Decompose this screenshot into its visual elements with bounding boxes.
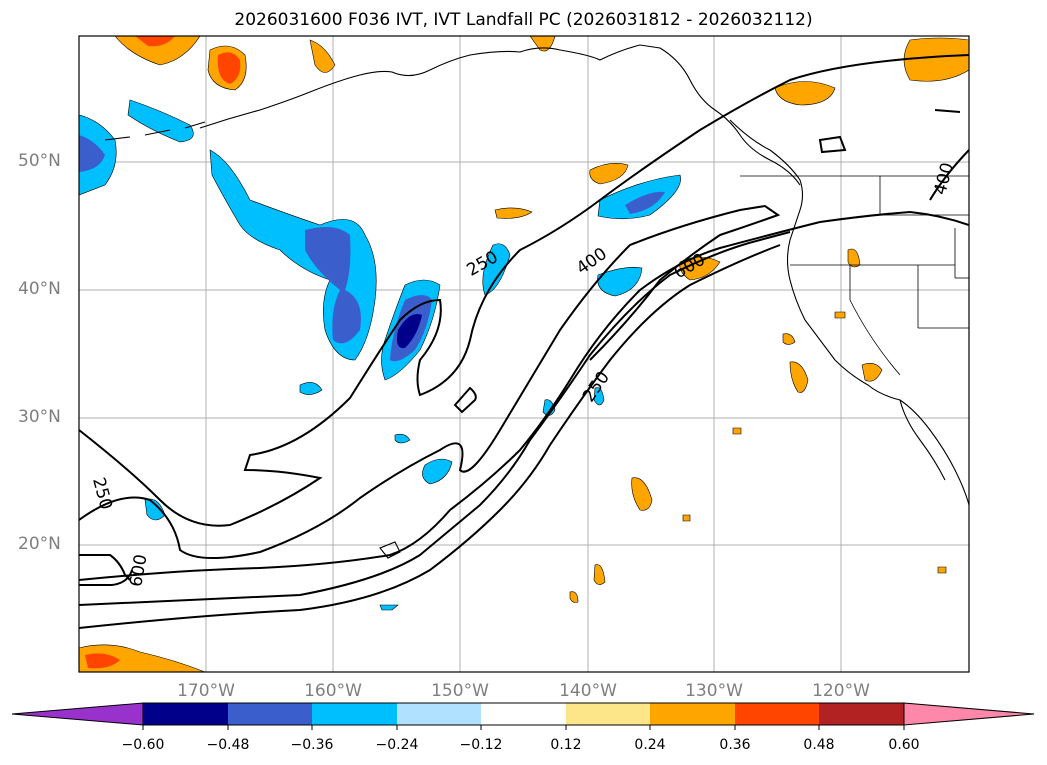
orange-region-nw2-core: [217, 52, 241, 84]
contour-600-b: [79, 244, 781, 629]
contour-250-inner: [79, 210, 969, 581]
blue-region-gulf-core: [625, 191, 665, 214]
orange-region-s2: [593, 564, 606, 585]
blue-region-north: [127, 99, 194, 143]
orange-region-ne: [903, 37, 969, 82]
ivt-map: 250 400 600 250 250 600 400: [78, 35, 970, 673]
coastlines: [104, 44, 969, 559]
contour-400-label-line: [929, 149, 969, 201]
colorbar-seg-2: [228, 703, 312, 725]
orange-region-nw: [114, 36, 201, 66]
colorbar-tick-9: 0.48: [803, 737, 835, 753]
map-title: 2026031600 F036 IVT, IVT Landfall PC (20…: [234, 10, 813, 30]
contour-400-west: [79, 554, 131, 581]
contour-250-outer: [79, 54, 969, 527]
blue-region-small1: [299, 382, 323, 395]
blue-region-west-core: [79, 135, 105, 172]
blue-region-gulf: [597, 174, 681, 220]
negative-pc-regions: [79, 99, 681, 611]
contour-600-west: [79, 569, 133, 586]
colorbar-seg-7: [650, 703, 735, 725]
ivt-contours: [79, 54, 969, 629]
map-frame: [78, 35, 970, 673]
colorbar-extend-high: [903, 702, 1035, 726]
aleutians: [104, 121, 206, 141]
colorbar-tick-8: 0.36: [719, 737, 751, 753]
blue-region-central-west-core: [305, 226, 361, 344]
blue-region-east: [597, 267, 643, 297]
orange-region-s1: [631, 477, 653, 511]
blue-region-central-deep: [396, 314, 422, 349]
colorbar-tick-1: −0.60: [121, 737, 165, 753]
lon-label-170w: 170°W: [177, 681, 235, 701]
orange-region-sw-core: [85, 653, 120, 669]
contour-400: [79, 204, 781, 559]
colorbar-extend-low: [11, 702, 144, 726]
blue-region-small4: [482, 243, 511, 296]
lon-label-120w: 120°W: [812, 681, 870, 701]
borders: [740, 175, 969, 376]
lat-label-50n: 50°N: [18, 151, 61, 171]
lon-label-150w: 150°W: [431, 681, 489, 701]
alaska-coast: [199, 44, 801, 186]
blue-region-small3: [379, 604, 399, 611]
colorbar: [11, 702, 1035, 730]
blue-region-small7: [394, 433, 411, 444]
orange-region-ak: [589, 163, 629, 185]
orange-region-s3: [569, 591, 579, 603]
colorbar-seg-9: [819, 703, 904, 725]
orange-region-n1: [309, 39, 336, 73]
colorbar-tick-5: −0.12: [459, 737, 503, 753]
lat-label-30n: 30°N: [18, 407, 61, 427]
colorbar-tick-6: 0.12: [550, 737, 582, 753]
blue-region-small6: [593, 387, 605, 406]
contour-small: [453, 386, 477, 414]
bc-coast: [729, 119, 804, 241]
hawaii: [379, 541, 401, 559]
blue-region-mid: [422, 458, 453, 485]
colorbar-seg-1: [143, 703, 228, 725]
colorbar-tick-2: −0.48: [206, 737, 250, 753]
colorbar-seg-4: [397, 703, 481, 725]
lon-label-160w: 160°W: [304, 681, 362, 701]
orange-region-small5: [834, 311, 846, 319]
us-west-coast: [786, 239, 969, 506]
orange-region-small1: [782, 333, 796, 345]
baja: [899, 399, 946, 481]
gridlines: [79, 36, 969, 672]
contour-ne2: [934, 109, 961, 113]
orange-region-nw-core: [135, 36, 175, 47]
contour-600-a: [79, 231, 791, 606]
orange-region-mid1: [494, 207, 533, 219]
orange-region-ne2: [774, 81, 836, 106]
orange-region-ca2: [861, 363, 883, 382]
colorbar-tick-10: 0.60: [888, 737, 920, 753]
colorbar-seg-8: [735, 703, 819, 725]
lon-label-130w: 130°W: [685, 681, 743, 701]
orange-region-ca: [789, 361, 809, 393]
orange-region-jet: [679, 256, 721, 281]
positive-pc-regions: [79, 36, 969, 672]
colorbar-seg-6: [566, 703, 650, 725]
lat-label-40n: 40°N: [18, 279, 61, 299]
colorbar-tick-3: −0.36: [290, 737, 334, 753]
colorbar-tick-7: 0.24: [634, 737, 666, 753]
lon-label-140w: 140°W: [559, 681, 617, 701]
colorbar-seg-3: [312, 703, 397, 725]
contour-ne: [818, 135, 847, 154]
orange-region-small3: [682, 514, 691, 522]
colorbar-seg-5: [481, 703, 566, 725]
lat-label-20n: 20°N: [18, 534, 61, 554]
orange-region-small2: [732, 427, 742, 435]
colorbar-tick-4: −0.24: [375, 737, 419, 753]
orange-region-small4: [937, 566, 947, 574]
